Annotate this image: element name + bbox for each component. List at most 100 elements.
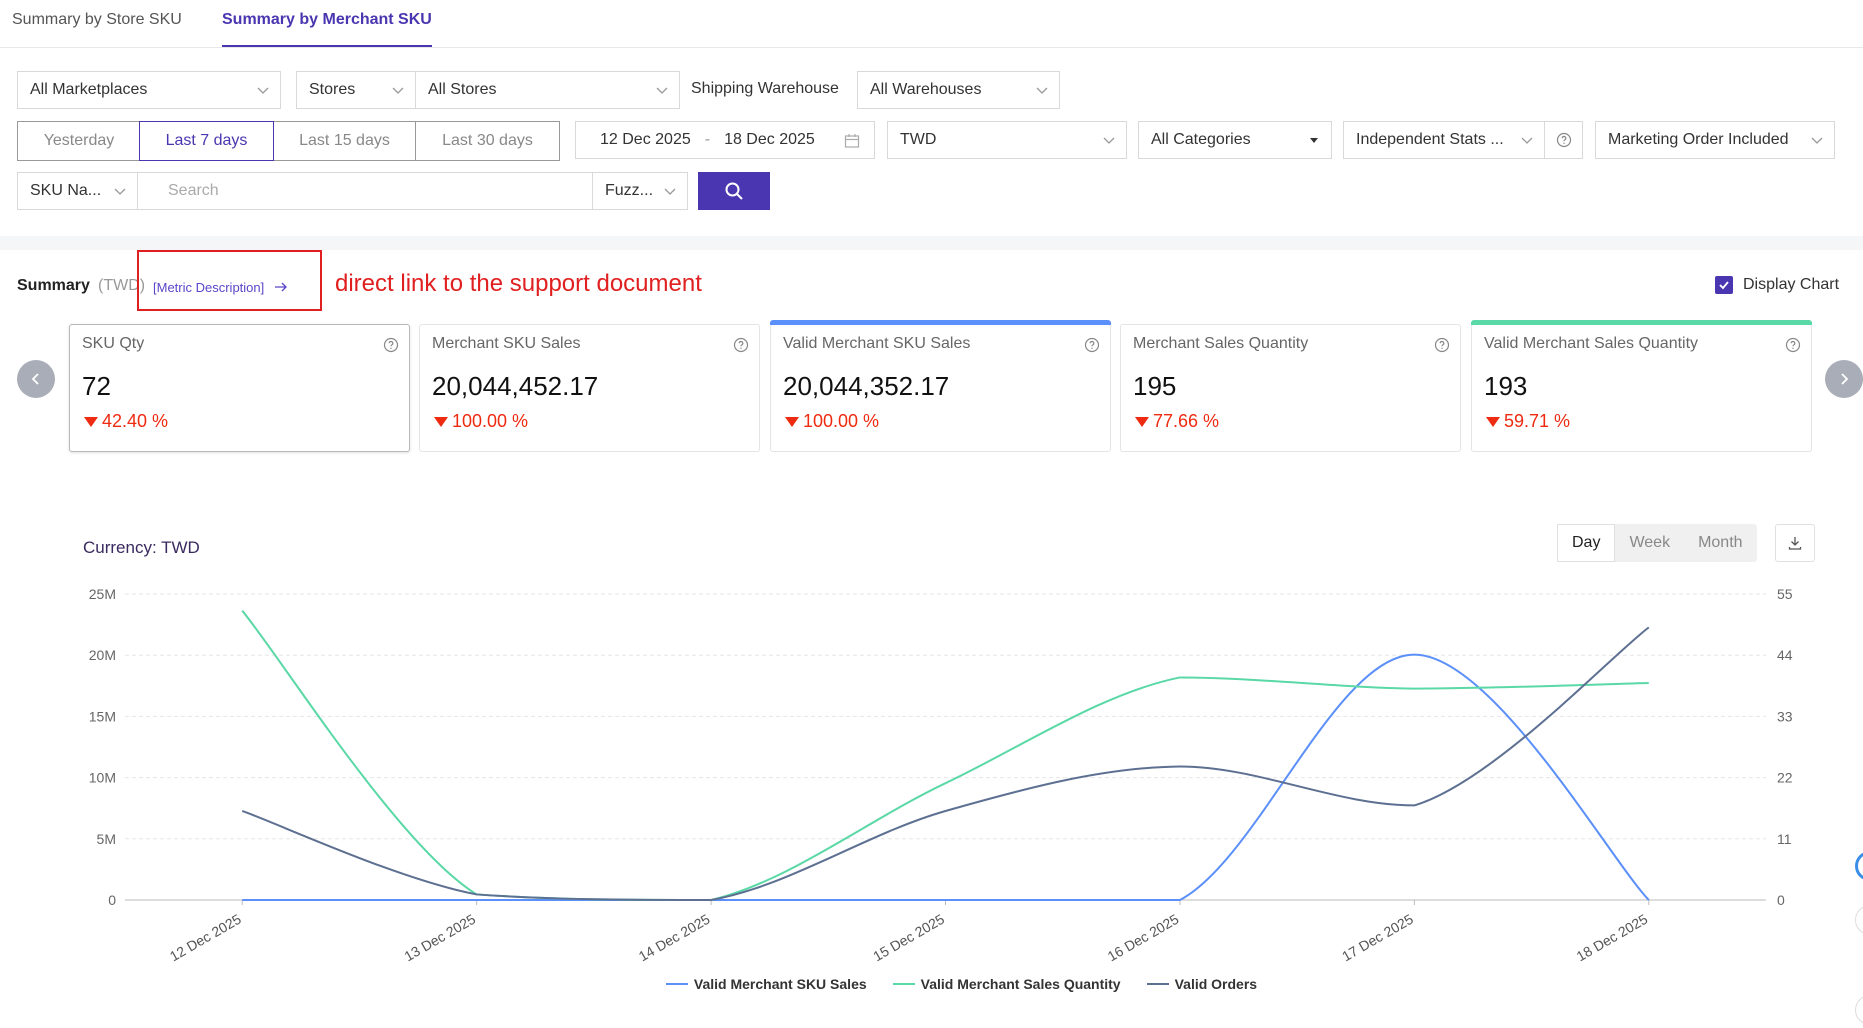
categories-select[interactable]: All Categories: [1138, 121, 1332, 159]
download-icon: [1788, 537, 1802, 550]
stores-select[interactable]: All Stores: [415, 71, 680, 109]
trend-down-icon: [1486, 417, 1500, 427]
metric-card[interactable]: Merchant Sales Quantity 195 77.66 %: [1120, 324, 1461, 452]
x-tick-label: 15 Dec 2025: [870, 911, 947, 965]
help-icon[interactable]: [1785, 337, 1801, 353]
search-button[interactable]: [698, 172, 770, 210]
granularity-day[interactable]: Day: [1557, 524, 1616, 562]
chevron-right-icon: [1841, 373, 1849, 385]
display-chart-toggle[interactable]: Display Chart: [1715, 276, 1839, 294]
x-tick-label: 16 Dec 2025: [1105, 911, 1182, 965]
search-icon: [725, 182, 743, 200]
y-right-tick-label: 33: [1777, 708, 1793, 724]
card-change: 100.00 %: [803, 411, 880, 431]
card-value: 72: [82, 371, 111, 401]
y-right-tick-label: 0: [1777, 892, 1785, 908]
granularity-week[interactable]: Week: [1629, 534, 1671, 551]
y-left-tick-label: 0: [108, 892, 116, 908]
legend-item[interactable]: Valid Orders: [1146, 976, 1258, 992]
y-left-tick-label: 15M: [89, 708, 116, 724]
tab-summary-by-merchant-sku[interactable]: Summary by Merchant SKU: [222, 11, 432, 47]
store-type-value: Stores: [309, 81, 356, 98]
legend-item[interactable]: Valid Merchant SKU Sales: [665, 976, 867, 992]
marketplace-value: All Marketplaces: [30, 81, 148, 98]
trend-down-icon: [1135, 417, 1149, 427]
search-field-value: SKU Na...: [30, 182, 102, 199]
search-field-select[interactable]: SKU Na...: [17, 172, 138, 210]
stats-mode-select[interactable]: Independent Stats ...: [1343, 121, 1545, 159]
chart-legend: Valid Merchant SKU Sales Valid Merchant S…: [0, 976, 1863, 992]
currency-select[interactable]: TWD: [887, 121, 1127, 159]
card-value: 20,044,352.17: [783, 371, 950, 401]
trend-down-icon: [785, 417, 799, 427]
help-icon[interactable]: [1084, 337, 1100, 353]
trend-down-icon: [84, 417, 98, 427]
legend-item[interactable]: Valid Merchant Sales Quantity: [892, 976, 1121, 992]
currency-value: TWD: [900, 131, 937, 148]
search-input[interactable]: Search: [137, 172, 593, 210]
download-button[interactable]: [1775, 524, 1815, 562]
legend-swatch: [1146, 983, 1169, 985]
preset-last-30-days[interactable]: Last 30 days: [415, 121, 560, 161]
store-type-select[interactable]: Stores: [296, 71, 416, 109]
preset-yesterday[interactable]: Yesterday: [17, 121, 141, 161]
trend-down-icon: [434, 417, 448, 427]
carousel-prev-button[interactable]: [17, 360, 55, 398]
date-separator: -: [704, 131, 711, 148]
legend-label: Valid Orders: [1174, 976, 1258, 992]
summary-title: Summary: [17, 277, 90, 294]
categories-value: All Categories: [1151, 131, 1251, 148]
chevron-down-icon: [664, 188, 676, 195]
stores-value: All Stores: [428, 81, 497, 98]
warehouse-value: All Warehouses: [870, 81, 982, 98]
card-change: 77.66 %: [1153, 411, 1220, 431]
floating-action-icon[interactable]: [1855, 995, 1863, 1025]
card-value: 195: [1133, 371, 1177, 401]
preset-last-7-days[interactable]: Last 7 days: [139, 121, 274, 161]
stats-mode-value: Independent Stats ...: [1356, 131, 1504, 148]
chevron-down-icon: [1103, 137, 1115, 144]
card-accent-bar: [1471, 320, 1812, 325]
caret-down-icon: [1310, 138, 1318, 143]
marketing-order-select[interactable]: Marketing Order Included: [1595, 121, 1835, 159]
metric-card[interactable]: Merchant SKU Sales 20,044,452.17 100.00 %: [419, 324, 760, 452]
checkbox-checked-icon: [1715, 276, 1733, 294]
carousel-next-button[interactable]: [1825, 360, 1863, 398]
granularity-month[interactable]: Month: [1698, 534, 1743, 551]
card-label: Valid Merchant SKU Sales: [783, 335, 971, 352]
metric-card[interactable]: Valid Merchant Sales Quantity 193 59.71 %: [1471, 320, 1812, 452]
chart-currency-label: Currency: TWD: [83, 538, 200, 557]
marketing-order-value: Marketing Order Included: [1608, 131, 1789, 148]
marketplace-select[interactable]: All Marketplaces: [17, 71, 281, 109]
stats-help-button[interactable]: [1544, 121, 1583, 159]
legend-swatch: [892, 983, 915, 985]
display-chart-label: Display Chart: [1743, 276, 1840, 293]
tab-summary-by-store-sku[interactable]: Summary by Store SKU: [12, 11, 182, 28]
card-label: Merchant Sales Quantity: [1133, 335, 1309, 352]
metric-description-link[interactable]: [Metric Description]: [153, 280, 288, 295]
date-range-picker[interactable]: 12 Dec 2025 - 18 Dec 2025: [575, 121, 875, 159]
card-label: Merchant SKU Sales: [432, 335, 581, 352]
help-icon[interactable]: [733, 337, 749, 353]
match-mode-select[interactable]: Fuzz...: [592, 172, 688, 210]
arrow-right-icon: [274, 282, 287, 292]
card-change: 42.40 %: [102, 411, 169, 431]
metric-card[interactable]: SKU Qty 72 42.40 %: [69, 324, 410, 452]
section-divider: [0, 236, 1863, 250]
x-tick-label: 13 Dec 2025: [401, 911, 478, 965]
x-tick-label: 18 Dec 2025: [1574, 911, 1651, 965]
calendar-icon: [844, 134, 860, 148]
card-change: 100.00 %: [452, 411, 529, 431]
card-label: Valid Merchant Sales Quantity: [1484, 335, 1699, 352]
series-line-valid-merchant-sales-quantity: [241, 610, 1649, 902]
date-start: 12 Dec 2025: [600, 131, 691, 148]
warehouse-select[interactable]: All Warehouses: [857, 71, 1060, 109]
help-icon[interactable]: [383, 337, 399, 353]
date-end: 18 Dec 2025: [724, 131, 815, 148]
y-right-tick-label: 11: [1777, 831, 1792, 847]
match-mode-value: Fuzz...: [605, 182, 654, 199]
preset-last-15-days[interactable]: Last 15 days: [272, 121, 417, 161]
chevron-down-icon: [392, 87, 404, 94]
help-icon[interactable]: [1434, 337, 1450, 353]
metric-card[interactable]: Valid Merchant SKU Sales 20,044,352.17 100…: [770, 320, 1111, 452]
